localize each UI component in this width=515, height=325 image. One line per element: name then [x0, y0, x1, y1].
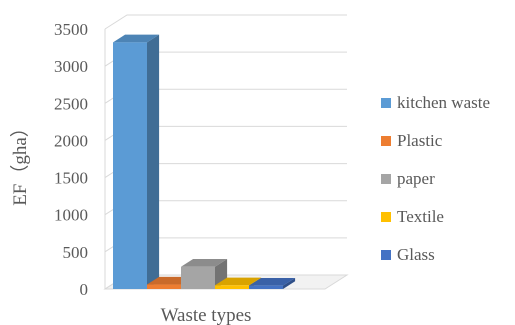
legend-label: Glass [397, 245, 435, 264]
bar-kitchen-waste [113, 34, 160, 289]
bar-side [283, 277, 296, 289]
y-tick-label: 1000 [54, 206, 88, 225]
bar-front [147, 284, 181, 289]
bar-top [215, 277, 262, 286]
legend-item: Plastic [381, 122, 490, 160]
bar-glass [249, 277, 296, 289]
bar-top [181, 259, 228, 267]
gridline [104, 14, 347, 30]
legend-item: Textile [381, 198, 490, 236]
legend-label: kitchen waste [397, 93, 490, 112]
legend-item: Glass [381, 236, 490, 274]
bar-side [147, 34, 160, 289]
bar-front [181, 266, 215, 289]
bar-front [249, 285, 283, 289]
y-axis-ticks: 0 500 1000 1500 2000 2500 3000 3500 [54, 20, 88, 299]
legend-swatch [381, 174, 391, 184]
legend-swatch [381, 250, 391, 260]
legend: kitchen waste Plastic paper Textile Glass [381, 84, 490, 274]
y-axis-title: EF（gha） [9, 118, 31, 206]
legend-swatch [381, 98, 391, 108]
legend-item: paper [381, 160, 490, 198]
y-tick-label: 3500 [54, 20, 88, 39]
y-tick-label: 3000 [54, 57, 88, 76]
bar-front [215, 285, 249, 289]
legend-label: paper [397, 169, 435, 188]
bar-top [113, 34, 160, 43]
bars [113, 34, 296, 289]
legend-swatch [381, 212, 391, 222]
y-tick-label: 500 [63, 243, 89, 262]
legend-item: kitchen waste [381, 84, 490, 122]
y-tick-label: 2500 [54, 94, 88, 113]
bar-front [113, 42, 147, 289]
bar-top [249, 277, 296, 286]
legend-label: Textile [397, 207, 444, 226]
y-tick-label: 2000 [54, 131, 88, 150]
legend-label: Plastic [397, 131, 443, 150]
y-tick-label: 0 [80, 280, 89, 299]
x-axis-title: Waste types [161, 305, 252, 325]
y-tick-label: 1500 [54, 169, 88, 188]
legend-swatch [381, 136, 391, 146]
